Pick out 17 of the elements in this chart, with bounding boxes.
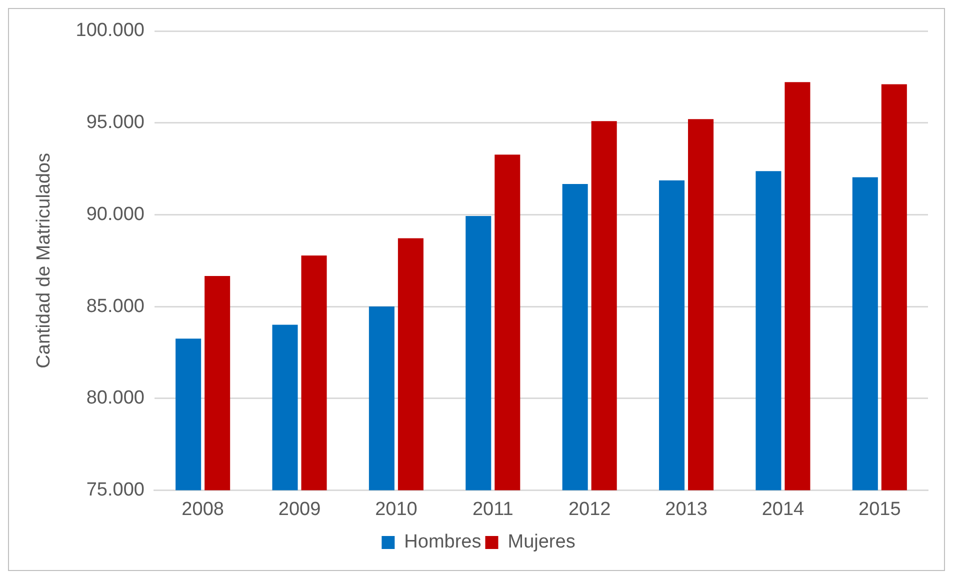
x-tick-label: 2013 — [665, 498, 708, 520]
x-tick-label: 2010 — [375, 498, 418, 520]
x-tick-label: 2011 — [472, 498, 514, 520]
y-tick-label: 100.000 — [76, 20, 144, 42]
legend-label: Hombres — [404, 532, 482, 553]
y-tick-label: 80.000 — [86, 388, 144, 409]
y-tick-label: 90.000 — [86, 204, 144, 225]
y-axis-title: Cantidad de Matriculados — [34, 152, 55, 368]
x-tick-label: 2008 — [182, 498, 224, 520]
x-tick-label: 2014 — [762, 498, 805, 520]
legend-label: Mujeres — [508, 532, 576, 553]
x-tick-label: 2009 — [278, 498, 321, 520]
y-tick-label: 85.000 — [86, 296, 144, 317]
y-tick-label: 95.000 — [86, 112, 144, 134]
x-tick-label: 2012 — [568, 498, 611, 520]
y-tick-label: 75.000 — [86, 479, 144, 500]
x-tick-label: 2015 — [858, 498, 901, 520]
